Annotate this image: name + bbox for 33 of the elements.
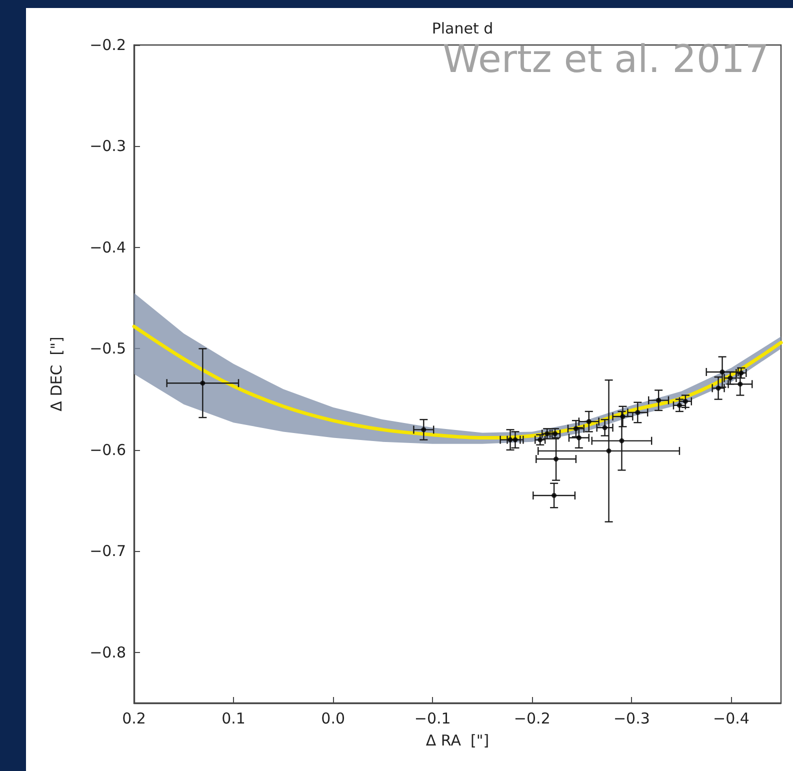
point xyxy=(508,437,513,442)
point xyxy=(720,369,725,374)
x-tick-label: 0.2 xyxy=(122,710,146,728)
point xyxy=(586,419,592,424)
point xyxy=(635,410,640,415)
y-tick-label: −0.6 xyxy=(90,440,126,459)
point xyxy=(421,427,426,432)
y-tick-label: −0.4 xyxy=(90,238,126,256)
x-axis-title: Δ RA ["] xyxy=(426,732,490,750)
point xyxy=(656,398,662,403)
point xyxy=(738,382,743,387)
chart-title: Planet d xyxy=(432,20,494,38)
point xyxy=(576,435,582,440)
point xyxy=(716,386,721,391)
point xyxy=(606,448,612,454)
y-tick-label: −0.3 xyxy=(90,137,126,156)
y-axis-title: Δ DEC ["] xyxy=(48,336,66,412)
point xyxy=(200,380,206,386)
annotation: Wertz et al. 2017 xyxy=(442,37,770,81)
y-tick-label: −0.5 xyxy=(90,340,126,358)
y-tick-label: −0.2 xyxy=(90,36,126,54)
x-tick-label: 0.0 xyxy=(321,710,346,728)
point xyxy=(554,456,559,462)
point xyxy=(552,492,557,498)
x-tick-label: −0.3 xyxy=(613,710,650,728)
y-tick-label: −0.8 xyxy=(90,643,126,662)
x-tick-label: −0.4 xyxy=(713,710,750,728)
x-tick-label: −0.2 xyxy=(514,710,550,728)
point xyxy=(619,438,624,444)
y-tick-label: −0.7 xyxy=(90,542,126,560)
point xyxy=(620,414,626,420)
x-tick-label: −0.1 xyxy=(414,710,451,728)
x-tick-label: 0.1 xyxy=(222,710,246,728)
